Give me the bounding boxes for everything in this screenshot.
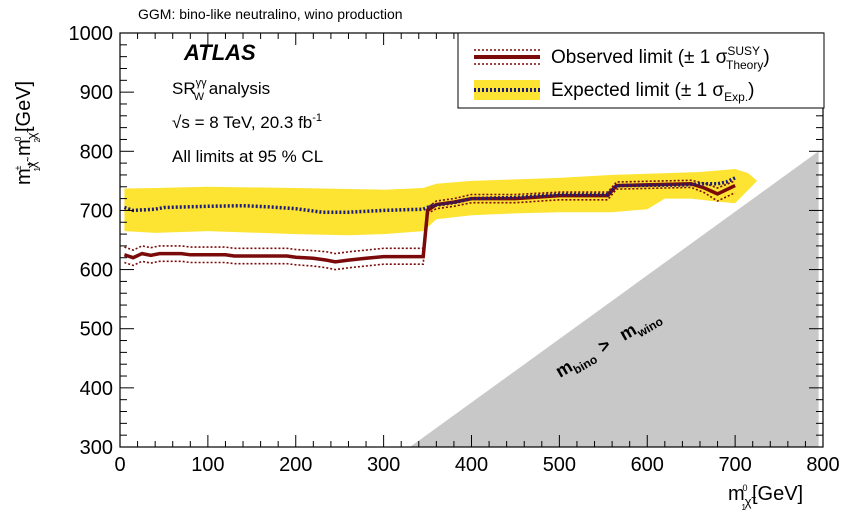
signal-region-label: SRγγ W analysis bbox=[172, 77, 270, 103]
y-tick-label: 1000 bbox=[69, 23, 114, 45]
x-tick-label: 500 bbox=[543, 454, 576, 476]
legend-observed-label: Observed limit (± 1 σSUSY Theory) bbox=[551, 44, 770, 72]
legend-observed-swatch bbox=[474, 49, 540, 65]
x-tick-label: 300 bbox=[367, 454, 400, 476]
y-axis-title: mχ̃± 1, mχ̃0 2[GeV] bbox=[13, 81, 42, 185]
y-tick-label: 600 bbox=[80, 260, 113, 282]
x-tick-label: 600 bbox=[631, 454, 664, 476]
x-tick-label: 200 bbox=[279, 454, 312, 476]
excluded-region bbox=[410, 151, 819, 448]
atlas-label: ATLAS bbox=[183, 40, 256, 65]
legend: Observed limit (± 1 σSUSY Theory) Expecte… bbox=[457, 32, 825, 109]
x-tick-label: 400 bbox=[455, 454, 488, 476]
y-tick-label: 300 bbox=[80, 437, 113, 459]
x-tick-label: 0 bbox=[114, 454, 125, 476]
x-tick-label: 100 bbox=[191, 454, 224, 476]
x-tick-label: 700 bbox=[718, 454, 751, 476]
y-tick-label: 500 bbox=[80, 319, 113, 341]
series-observed bbox=[123, 182, 736, 264]
annotations: ATLAS SRγγ W analysis √s = 8 TeV, 20.3 fb… bbox=[172, 40, 323, 166]
x-tick-label: 800 bbox=[806, 454, 839, 476]
y-tick-label: 800 bbox=[80, 141, 113, 163]
series-expected bbox=[123, 176, 736, 214]
y-tick-label: 700 bbox=[80, 200, 113, 222]
plot-area: 0 100 200 300 400 500 600 700 800 300 400 500 600 700… bbox=[69, 23, 840, 476]
chart-header: GGM: bino-like neutralino, wino producti… bbox=[138, 6, 403, 22]
series-observed-minus bbox=[124, 186, 736, 271]
energy-label: √s = 8 TeV, 20.3 fb-1 bbox=[172, 112, 322, 132]
y-tick-label: 400 bbox=[80, 378, 113, 400]
legend-expected-label: Expected limit (± 1 σExp.) bbox=[551, 80, 755, 104]
x-axis-title: mχ̃0 1[GeV] bbox=[728, 483, 803, 512]
legend-expected-swatch bbox=[474, 80, 540, 100]
cl-label: All limits at 95 % CL bbox=[172, 147, 323, 166]
y-tick-label: 900 bbox=[80, 82, 113, 104]
